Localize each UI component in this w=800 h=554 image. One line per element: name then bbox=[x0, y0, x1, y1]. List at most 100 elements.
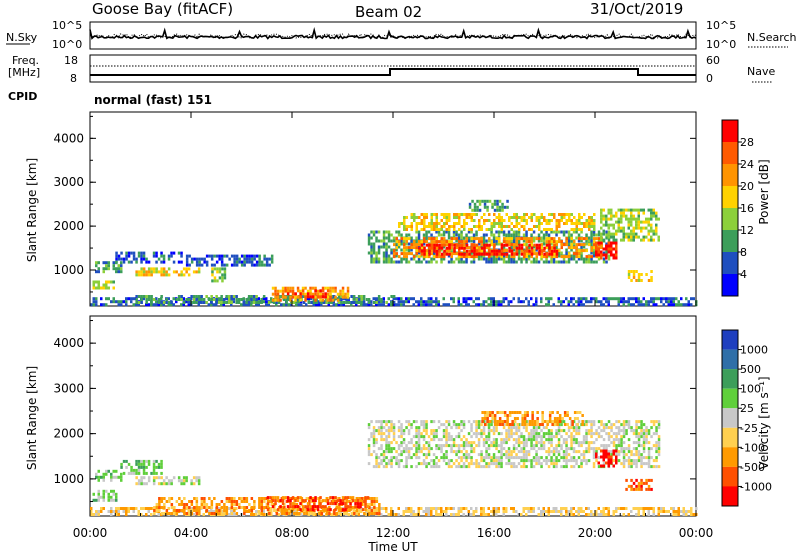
data-cell bbox=[208, 506, 211, 509]
data-cell bbox=[95, 270, 98, 274]
data-cell bbox=[367, 444, 371, 448]
data-cell bbox=[486, 205, 489, 209]
data-cell bbox=[102, 303, 105, 307]
data-cell bbox=[167, 267, 171, 271]
data-cell bbox=[538, 423, 542, 426]
data-cell bbox=[517, 444, 521, 448]
data-cell bbox=[230, 297, 233, 301]
data-cell bbox=[437, 513, 440, 516]
data-cell bbox=[415, 260, 418, 264]
data-cell bbox=[500, 216, 503, 219]
data-cell bbox=[182, 297, 185, 301]
data-cell bbox=[620, 238, 623, 242]
data-cell bbox=[650, 297, 653, 301]
data-cell bbox=[405, 225, 408, 228]
data-cell bbox=[487, 465, 491, 469]
data-cell bbox=[472, 300, 475, 304]
data-cell bbox=[642, 429, 646, 433]
data-cell bbox=[418, 255, 421, 259]
data-cell bbox=[607, 420, 611, 424]
data-cell bbox=[380, 459, 383, 463]
data-cell bbox=[417, 257, 421, 261]
data-cell bbox=[563, 255, 566, 259]
data-cell bbox=[585, 462, 588, 466]
data-cell bbox=[496, 205, 499, 209]
data-cell bbox=[200, 301, 203, 304]
data-cell bbox=[645, 429, 648, 433]
data-cell bbox=[450, 257, 453, 261]
data-cell bbox=[285, 303, 288, 307]
data-cell bbox=[147, 476, 151, 480]
data-cell bbox=[585, 459, 588, 463]
data-cell bbox=[253, 506, 256, 509]
data-cell bbox=[615, 420, 618, 424]
data-cell bbox=[405, 426, 408, 430]
data-cell bbox=[585, 297, 588, 301]
data-cell bbox=[295, 507, 298, 510]
data-cell bbox=[127, 260, 131, 264]
data-cell bbox=[320, 303, 323, 307]
data-cell bbox=[368, 512, 371, 515]
data-cell bbox=[652, 208, 655, 212]
data-cell bbox=[367, 462, 371, 466]
data-cell bbox=[472, 450, 476, 454]
data-cell bbox=[592, 248, 596, 252]
data-cell bbox=[545, 432, 548, 436]
data-cell bbox=[235, 301, 238, 304]
data-cell bbox=[360, 303, 363, 307]
data-cell bbox=[622, 465, 626, 469]
data-cell bbox=[313, 509, 316, 512]
data-cell bbox=[221, 267, 224, 271]
data-cell bbox=[532, 260, 536, 264]
data-cell bbox=[556, 423, 559, 426]
data-cell bbox=[97, 498, 100, 502]
data-cell bbox=[553, 216, 556, 219]
data-cell bbox=[652, 232, 655, 236]
data-cell bbox=[531, 423, 534, 426]
data-cell bbox=[470, 456, 473, 460]
data-cell bbox=[309, 295, 312, 299]
data-cell bbox=[393, 243, 396, 247]
data-cell bbox=[597, 432, 601, 436]
data-cell bbox=[600, 235, 603, 239]
data-cell bbox=[635, 513, 638, 516]
data-cell bbox=[317, 303, 320, 307]
data-cell bbox=[448, 252, 451, 256]
data-cell bbox=[597, 426, 601, 430]
data-cell bbox=[585, 219, 588, 222]
data-cell bbox=[655, 441, 658, 445]
data-cell bbox=[410, 257, 413, 261]
data-cell bbox=[485, 513, 488, 516]
data-cell bbox=[370, 432, 373, 436]
data-cell bbox=[445, 230, 448, 234]
data-cell bbox=[442, 444, 446, 448]
data-cell bbox=[585, 255, 588, 259]
data-cell bbox=[587, 513, 590, 516]
data-cell bbox=[210, 301, 213, 304]
data-cell bbox=[548, 213, 551, 216]
data-cell bbox=[541, 420, 544, 423]
data-cell bbox=[543, 420, 547, 423]
data-cell bbox=[655, 465, 658, 469]
data-cell bbox=[555, 510, 558, 513]
data-cell bbox=[185, 503, 189, 506]
data-cell bbox=[122, 459, 126, 463]
data-cell bbox=[498, 411, 502, 414]
data-cell bbox=[635, 441, 638, 445]
data-cell bbox=[507, 254, 511, 258]
data-cell bbox=[630, 303, 633, 307]
data-cell bbox=[547, 254, 551, 258]
data-cell bbox=[495, 513, 498, 516]
data-cell bbox=[555, 252, 559, 256]
data-cell bbox=[334, 286, 337, 290]
data-cell bbox=[160, 260, 163, 264]
data-cell bbox=[105, 267, 108, 271]
data-cell bbox=[455, 459, 458, 463]
data-cell bbox=[680, 297, 683, 301]
data-cell bbox=[600, 303, 603, 307]
data-cell bbox=[473, 205, 477, 209]
data-cell bbox=[417, 447, 421, 451]
data-cell bbox=[468, 216, 471, 219]
data-cell bbox=[405, 242, 408, 246]
data-cell bbox=[117, 257, 121, 261]
